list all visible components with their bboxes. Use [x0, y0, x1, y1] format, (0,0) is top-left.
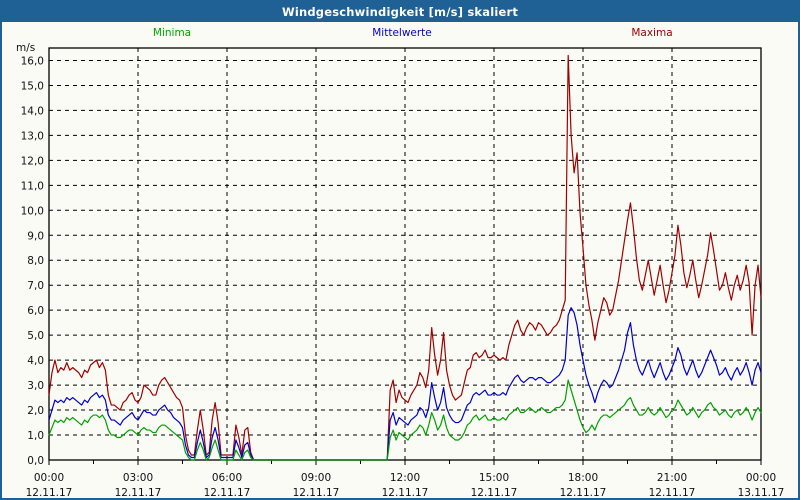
x-tick-time: 00:00: [746, 472, 776, 484]
x-tick-time: 21:00: [657, 472, 687, 484]
x-tick-time: 15:00: [479, 472, 509, 484]
y-tick-label: 6,0: [27, 305, 44, 317]
legend-label-maxima: Maxima: [631, 27, 673, 39]
x-tick-time: 18:00: [568, 472, 598, 484]
x-tick-date: 12.11.17: [471, 487, 518, 498]
x-tick-date: 12.11.17: [26, 487, 73, 498]
x-tick-date: 12.11.17: [649, 487, 696, 498]
series-line-mittelwerte: [48, 307, 762, 461]
x-tick-time: 12:00: [390, 472, 420, 484]
x-tick-date: 12.11.17: [382, 487, 429, 498]
y-tick-label: 15,0: [21, 80, 44, 92]
x-tick-time: 06:00: [212, 472, 242, 484]
y-tick-label: 5,0: [27, 330, 44, 342]
data-series: [48, 54, 762, 461]
y-tick-label: 11,0: [21, 180, 44, 192]
grid-lines: [49, 48, 761, 461]
y-tick-label: 3,0: [27, 380, 44, 392]
y-tick-label: 14,0: [21, 105, 44, 117]
x-axis-tick-labels: 00:00 12.11.17 03:00 12.11.17 06:00 12.11.17 0…: [26, 472, 785, 498]
series-line-maxima: [48, 54, 762, 461]
y-tick-label: 12,0: [21, 155, 44, 167]
x-tick-time: 00:00: [34, 472, 64, 484]
legend-label-mittelwerte: Mittelwerte: [372, 27, 432, 39]
legend-item-mittelwerte: Mittelwerte: [337, 27, 467, 39]
y-tick-label: 8,0: [27, 255, 44, 267]
y-tick-label: 1,0: [27, 430, 44, 442]
y-tick-label: 9,0: [27, 230, 44, 242]
legend-label-minima: Minima: [152, 27, 192, 39]
x-tick-date: 12.11.17: [293, 487, 340, 498]
legend-item-maxima: Maxima: [592, 27, 712, 39]
legend-item-minima: Minima: [112, 27, 232, 39]
x-tick-date: 12.11.17: [560, 487, 607, 498]
y-axis-tick-labels: 0,0 1,0 2,0 3,0 4,0 5,0 6,0 7,0 8,0 9,0 10,0 11,0 12…: [21, 55, 44, 467]
x-tick-date: 13.11.17: [738, 487, 785, 498]
y-tick-label: 4,0: [27, 355, 44, 367]
y-axis-unit-label: m/s: [16, 42, 36, 54]
x-tick-time: 09:00: [301, 472, 331, 484]
series-line-minima: [48, 379, 762, 461]
window-title-bar: Windgeschwindigkeit [m/s] skaliert: [2, 2, 798, 22]
x-tick-date: 12.11.17: [115, 487, 162, 498]
x-tick-date: 12.11.17: [204, 487, 251, 498]
y-tick-label: 0,0: [27, 455, 44, 467]
window-title: Windgeschwindigkeit [m/s] skaliert: [281, 5, 519, 19]
y-tick-label: 2,0: [27, 405, 44, 417]
y-tick-label: 7,0: [27, 280, 44, 292]
y-tick-label: 13,0: [21, 130, 44, 142]
x-tick-time: 03:00: [123, 472, 153, 484]
y-tick-label: 10,0: [21, 205, 44, 217]
y-tick-label: 16,0: [21, 55, 44, 67]
axis-frame: [48, 47, 762, 465]
